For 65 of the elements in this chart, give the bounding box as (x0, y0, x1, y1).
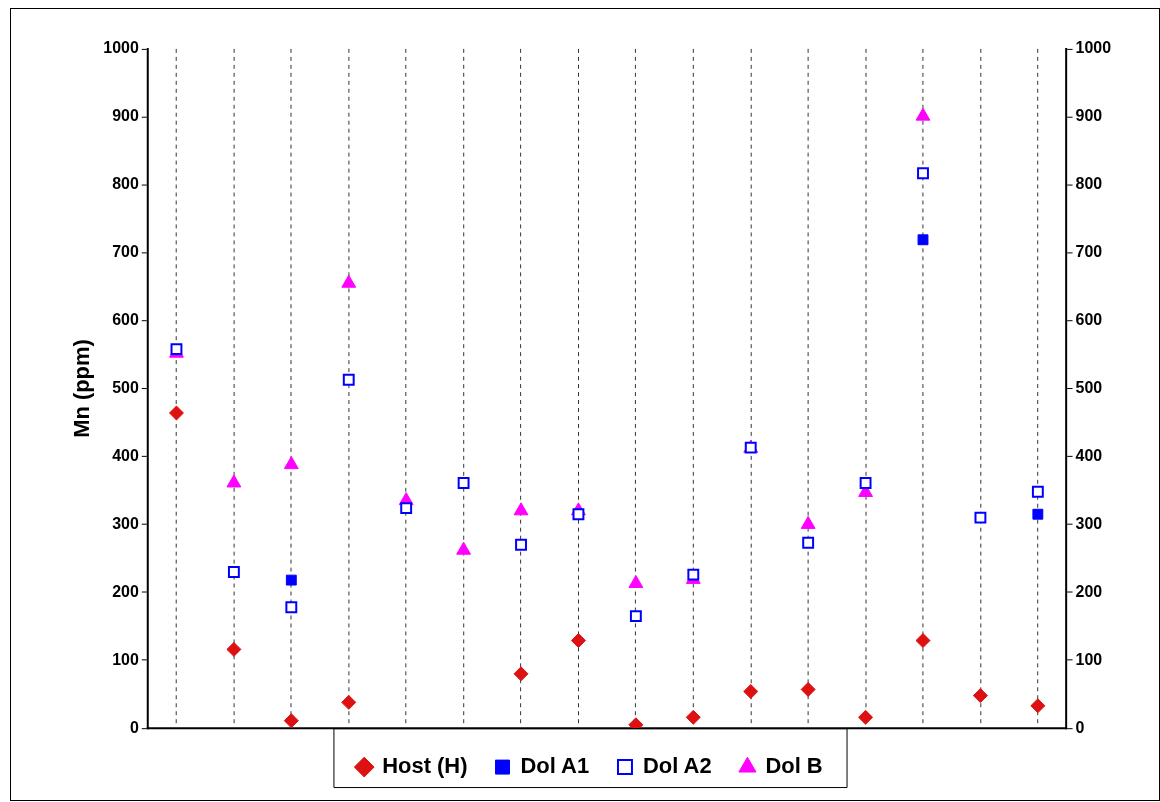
y-axis-title: Mn (ppm) (69, 339, 95, 438)
point (226, 474, 242, 488)
y2-tick-label: 200 (1075, 582, 1103, 600)
point (915, 633, 931, 649)
point (283, 713, 299, 729)
point (915, 107, 931, 121)
y-tick-label: 200 (112, 582, 139, 600)
point (513, 502, 529, 516)
y2-tick-label: 400 (1075, 446, 1103, 464)
point (168, 405, 184, 421)
point (629, 610, 642, 623)
legend-label: Dol A2 (642, 753, 712, 779)
y-tick-label: 500 (112, 378, 139, 396)
y-tick-label: 900 (112, 107, 139, 125)
point (285, 601, 298, 614)
point (802, 536, 815, 549)
legend-label: Host (H) (382, 753, 468, 779)
point (917, 167, 929, 180)
point (685, 709, 701, 725)
point (341, 274, 357, 288)
y-tick-label: 400 (112, 446, 139, 464)
point (515, 538, 527, 551)
point (800, 681, 816, 697)
point (1030, 698, 1046, 714)
point (800, 515, 816, 529)
point (283, 456, 299, 470)
y2-tick-label: 1000 (1075, 39, 1112, 57)
point (342, 373, 355, 386)
point (974, 511, 987, 524)
point (572, 508, 585, 521)
legend-label: Dol B (765, 753, 823, 779)
point (513, 666, 529, 682)
point (400, 502, 413, 515)
y2-tick-label: 100 (1075, 650, 1103, 668)
point (628, 717, 644, 729)
y-tick-label: 100 (112, 650, 139, 668)
point (570, 633, 586, 649)
y2-tick-label: 500 (1075, 378, 1103, 396)
y-tick-label: 600 (112, 311, 139, 329)
y-tick-label: 800 (112, 175, 139, 193)
y-tick-label: 1000 (103, 39, 139, 57)
point (628, 575, 644, 588)
point (227, 566, 240, 578)
point (858, 709, 874, 725)
point (226, 641, 242, 657)
y2-tick-label: 600 (1075, 311, 1103, 329)
y2-tick-label: 900 (1075, 107, 1103, 125)
y2-tick-label: 800 (1075, 175, 1103, 193)
point (341, 694, 357, 710)
point (1031, 485, 1044, 498)
point (456, 541, 472, 555)
y2-tick-label: 0 (1075, 718, 1085, 736)
y-tick-label: 300 (112, 514, 139, 532)
point (285, 574, 297, 586)
point (457, 477, 470, 489)
point (972, 688, 988, 704)
y2-tick-label: 700 (1075, 243, 1103, 261)
point (1032, 508, 1044, 520)
y2-tick-label: 300 (1075, 514, 1103, 532)
point (859, 477, 872, 489)
y-tick-label: 0 (129, 718, 139, 736)
legend-label: Dol A1 (520, 753, 590, 779)
point (917, 234, 929, 246)
y-tick-label: 700 (112, 243, 139, 261)
point (743, 684, 759, 699)
